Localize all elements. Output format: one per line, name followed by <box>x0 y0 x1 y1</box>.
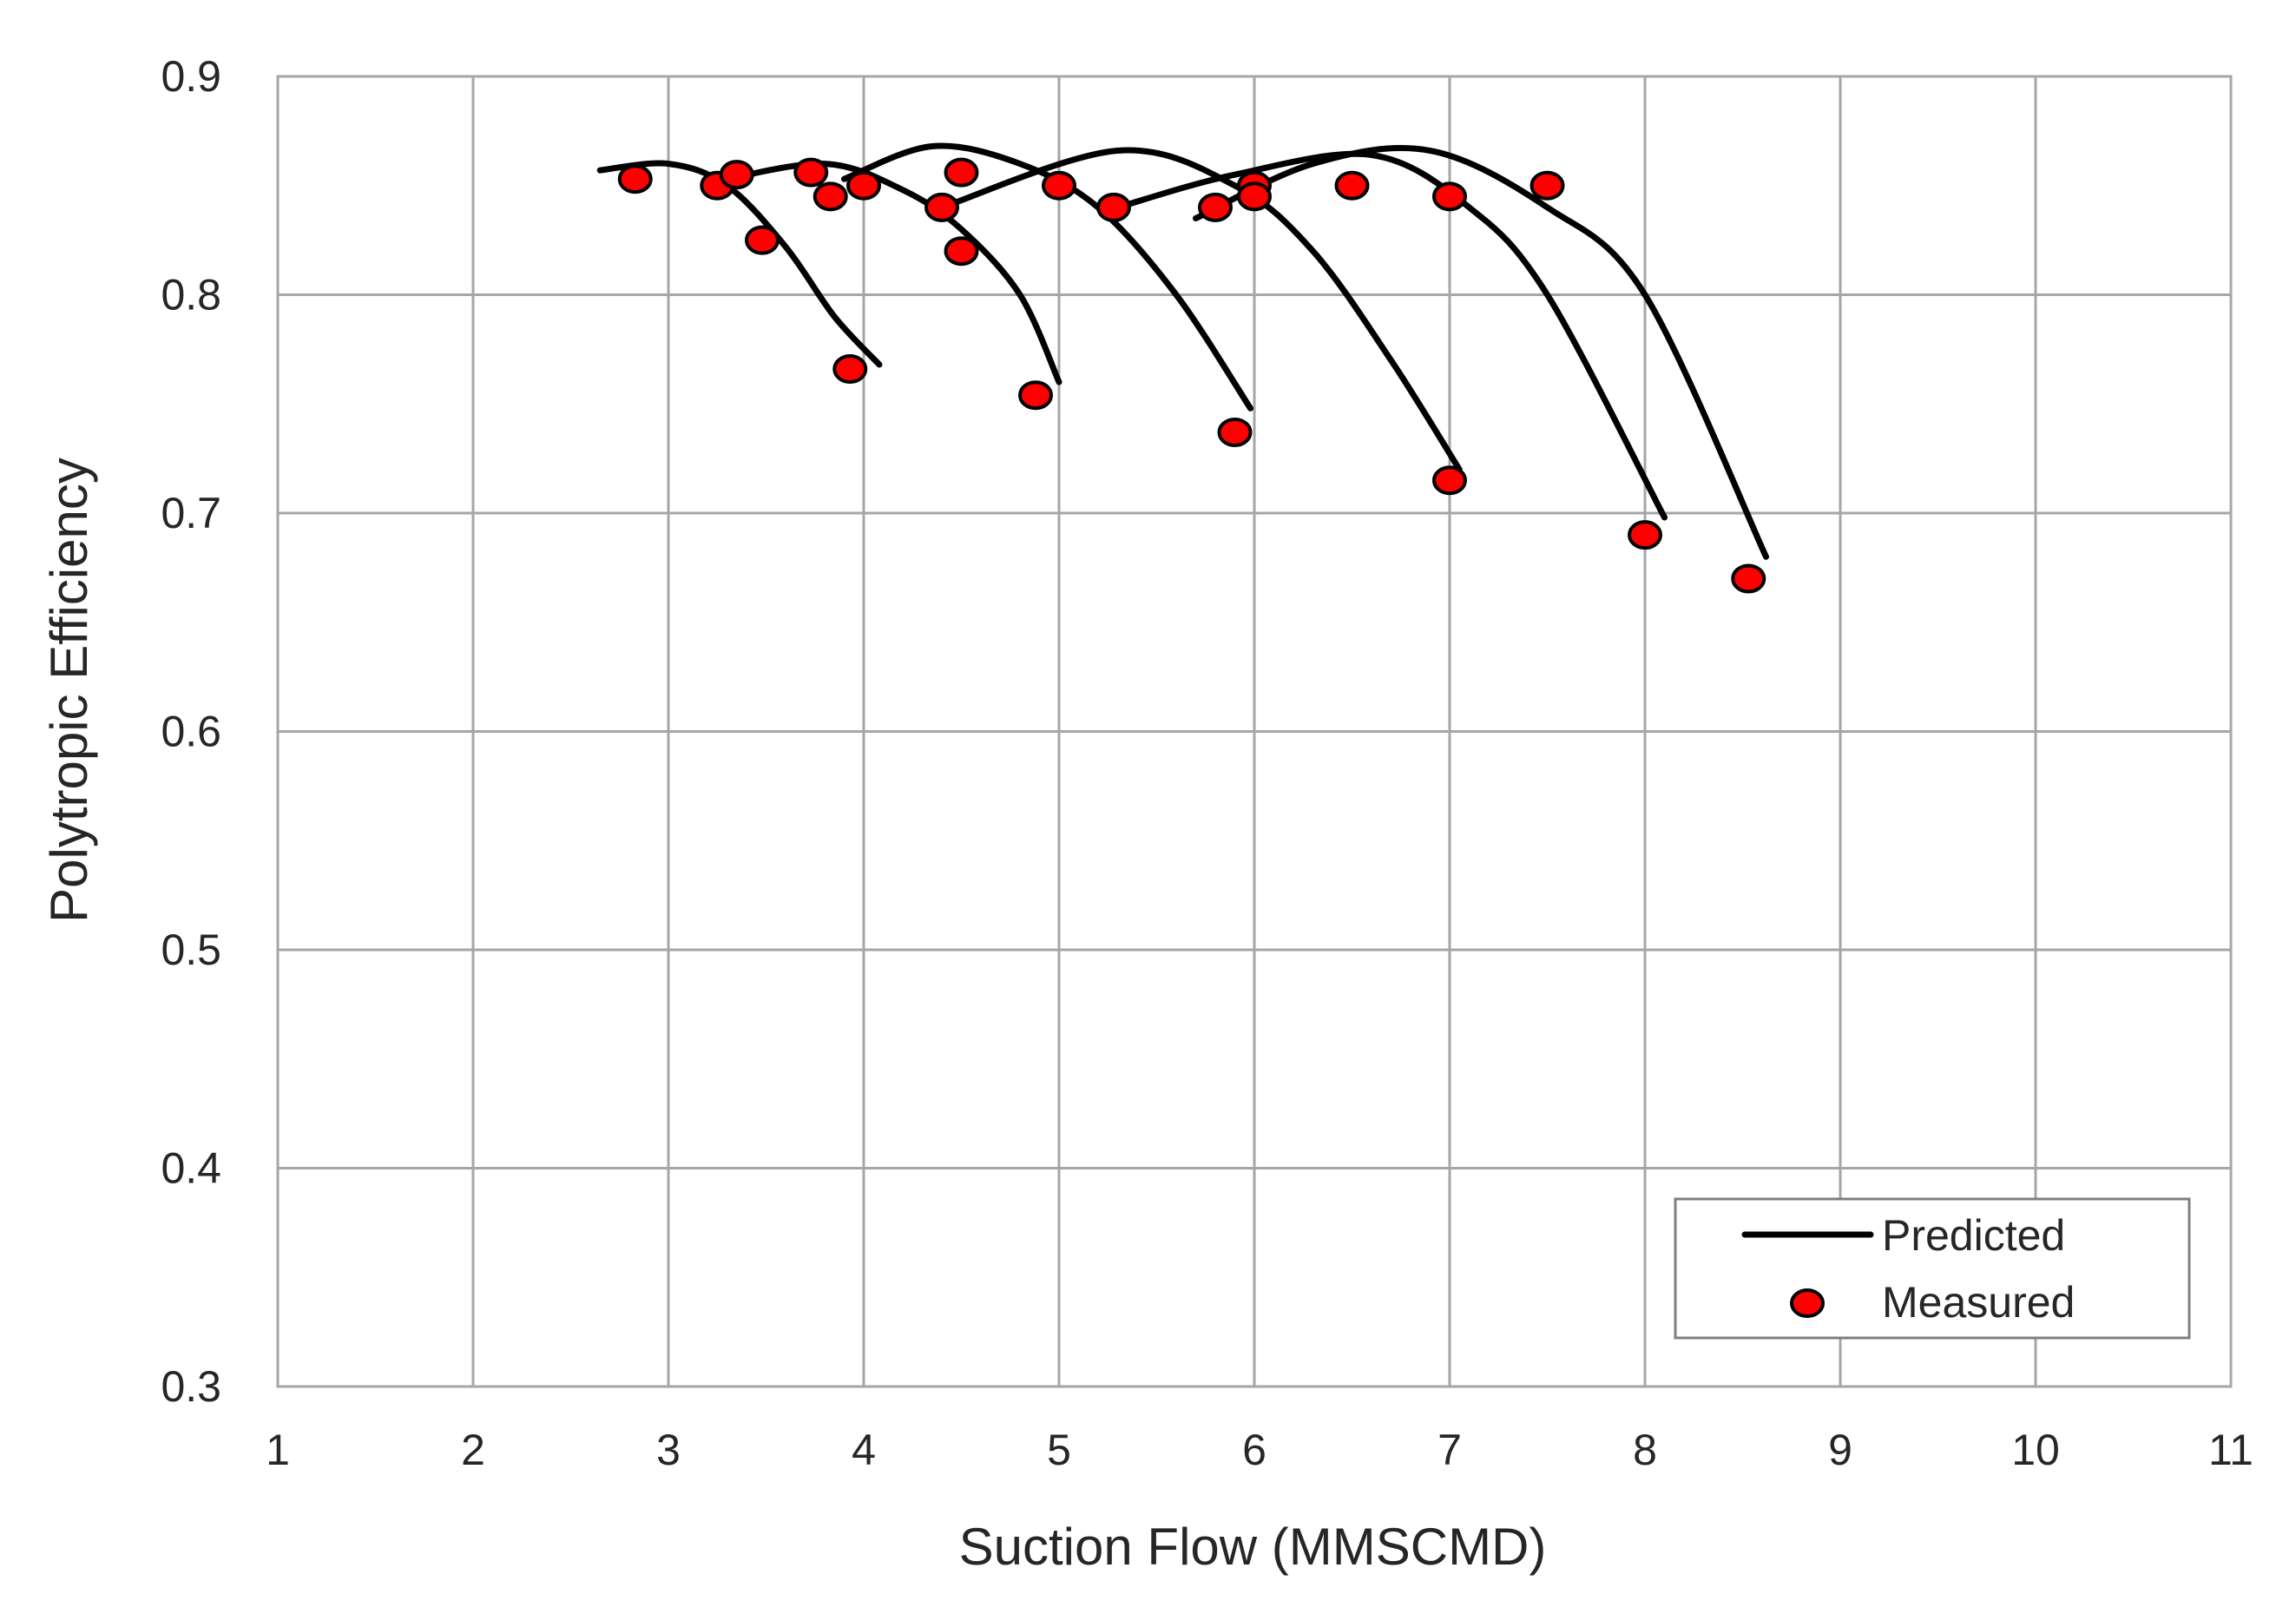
x-tick-label: 5 <box>1047 1426 1071 1474</box>
measured-point <box>793 157 829 188</box>
y-tick-label: 0.6 <box>161 708 221 756</box>
y-axis-title: Polytropic Efficiency <box>40 458 98 923</box>
measured-point <box>832 354 868 385</box>
predicted-curve <box>714 161 1062 385</box>
x-tick-label: 1 <box>266 1426 290 1474</box>
predicted-curve <box>938 147 1463 473</box>
predicted-curves <box>596 142 1769 560</box>
y-tick-label: 0.5 <box>161 926 221 974</box>
x-tick-label: 9 <box>1828 1426 1852 1474</box>
measured-point <box>745 225 780 255</box>
predicted-curve <box>596 160 883 368</box>
measured-point <box>812 181 848 212</box>
plot-area-border <box>276 75 2233 1388</box>
legend-measured-swatch <box>1790 1288 1825 1318</box>
gridlines <box>276 75 2233 1388</box>
measured-point <box>1096 192 1131 222</box>
legend-measured-label: Measured <box>1882 1278 2075 1327</box>
measured-point <box>1334 170 1370 201</box>
x-tick-label: 6 <box>1242 1426 1266 1474</box>
x-tick-label: 8 <box>1633 1426 1657 1474</box>
x-tick-label: 7 <box>1437 1426 1462 1474</box>
measured-point <box>719 160 754 190</box>
x-tick-label: 3 <box>656 1426 681 1474</box>
x-tick-label: 11 <box>2208 1426 2253 1474</box>
measured-point <box>1432 465 1467 496</box>
measured-point <box>1198 192 1233 222</box>
y-axis-ticks: 0.3 0.4 0.5 0.6 0.7 0.8 0.9 <box>161 52 221 1411</box>
x-axis-ticks: 1 2 3 4 5 6 7 8 9 10 11 <box>266 1426 2253 1474</box>
measured-point <box>944 157 979 188</box>
measured-point <box>1432 181 1467 212</box>
measured-point <box>1018 380 1053 411</box>
measured-point <box>1042 170 1076 201</box>
predicted-curve <box>1193 145 1769 560</box>
measured-point <box>617 164 653 194</box>
measured-point <box>1628 520 1662 550</box>
x-tick-label: 10 <box>2011 1426 2060 1474</box>
legend-box <box>1674 1197 2191 1340</box>
x-axis-title: Suction Flow (MMSCMD) <box>959 1518 1547 1576</box>
measured-point <box>1217 417 1253 447</box>
y-tick-label: 0.3 <box>161 1362 221 1411</box>
y-tick-label: 0.4 <box>161 1144 221 1193</box>
measured-point <box>924 192 959 222</box>
x-tick-label: 2 <box>461 1426 485 1474</box>
y-tick-label: 0.8 <box>161 271 221 320</box>
legend-predicted-label: Predicted <box>1882 1211 2065 1260</box>
measured-points <box>617 157 1766 594</box>
measured-point <box>1731 563 1766 594</box>
y-tick-label: 0.7 <box>161 489 221 537</box>
measured-point <box>1237 181 1272 212</box>
legend: Predicted Measured <box>1674 1197 2191 1340</box>
x-tick-label: 4 <box>852 1426 876 1474</box>
measured-point <box>846 170 881 201</box>
y-tick-label: 0.9 <box>161 52 221 101</box>
measured-point <box>944 236 979 267</box>
measured-point <box>1530 170 1565 201</box>
